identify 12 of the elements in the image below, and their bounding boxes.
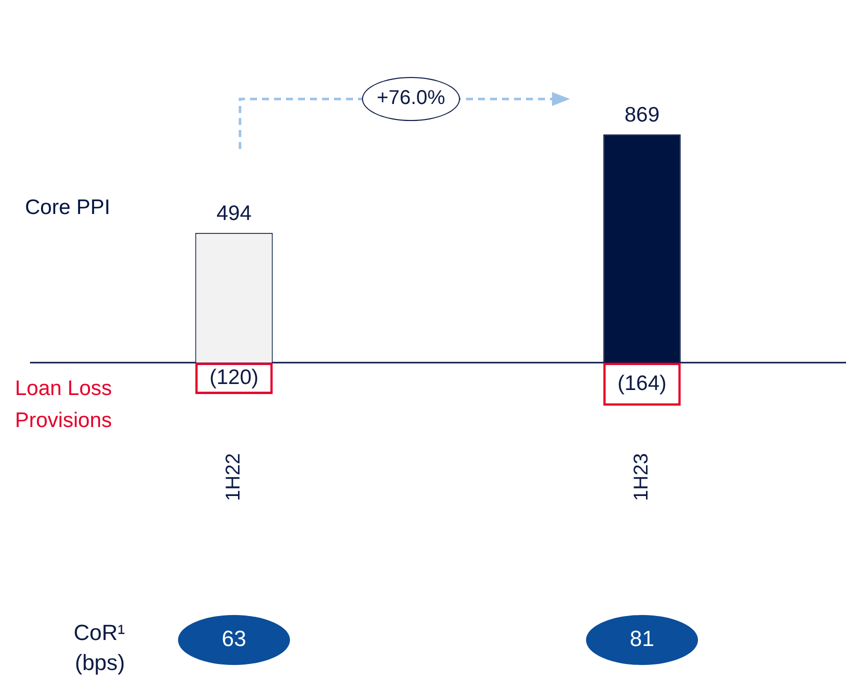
text: 81 <box>628 626 656 652</box>
data-label: 869 <box>624 104 660 127</box>
text: 63 <box>220 626 248 652</box>
x-tick-label: 1H22 <box>222 453 245 501</box>
text: Loan Loss Provisions <box>15 376 112 432</box>
data-label: 494 <box>216 202 252 226</box>
text: CoR¹ (bps) <box>72 619 125 677</box>
data-label: (164) <box>617 372 667 395</box>
text: Core PPI <box>25 196 110 220</box>
text: +76.0% <box>376 87 446 110</box>
x-tick-label: 1H23 <box>630 453 653 501</box>
data-label: (120) <box>209 366 259 390</box>
